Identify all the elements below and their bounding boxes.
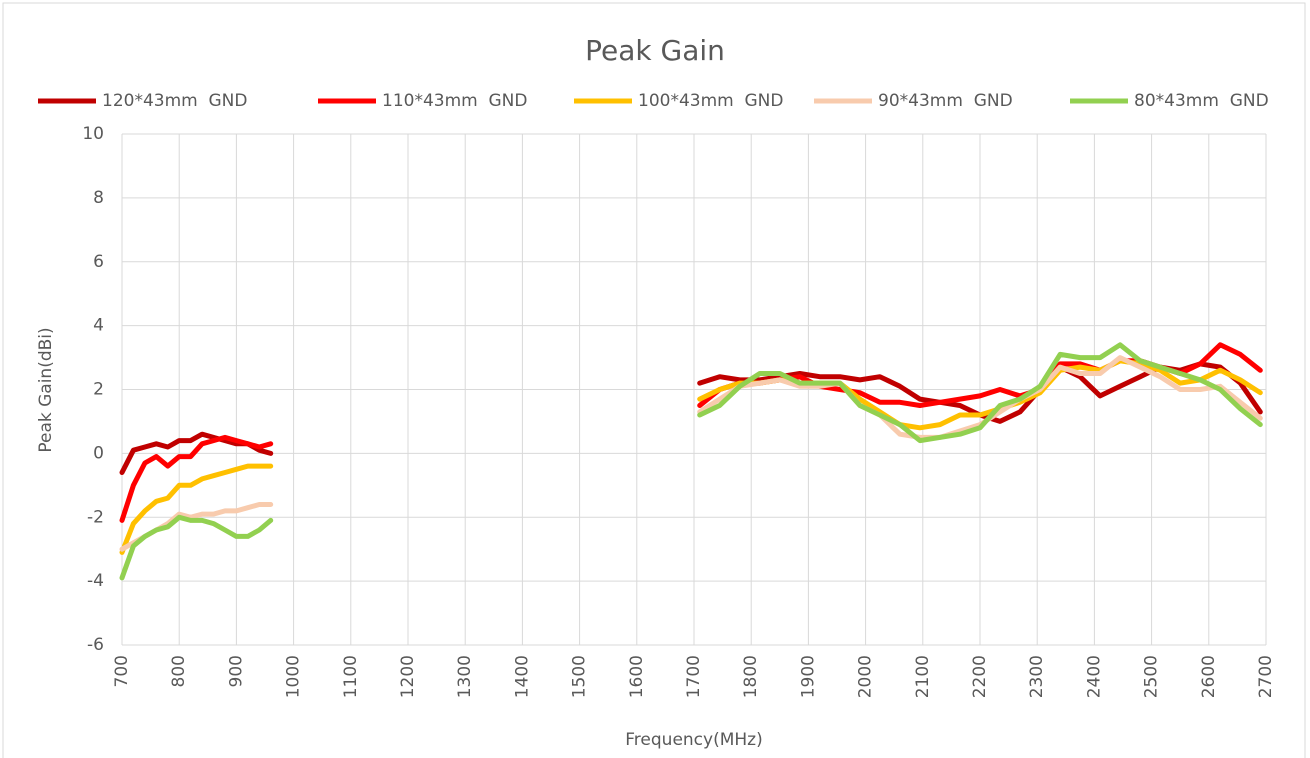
- legend-label: 110*43mm GND: [382, 91, 528, 111]
- x-tick-label: 1400: [512, 655, 532, 698]
- legend-label: 120*43mm GND: [102, 91, 248, 111]
- y-tick-label: -2: [87, 507, 104, 527]
- y-tick-label: -6: [87, 635, 104, 655]
- x-tick-label: 1800: [741, 655, 761, 698]
- x-tick-label: 1600: [627, 655, 647, 698]
- y-tick-label: -4: [87, 571, 104, 591]
- series-line: [119, 342, 1263, 581]
- x-tick-label: 1100: [341, 655, 361, 698]
- x-tick-label: 1900: [798, 655, 818, 698]
- x-tick-label: 2200: [970, 655, 990, 698]
- x-tick-label: 1000: [284, 655, 304, 698]
- x-tick-label: 2700: [1256, 655, 1276, 698]
- y-tick-label: 0: [93, 443, 104, 463]
- legend-label: 90*43mm GND: [878, 91, 1013, 111]
- y-tick-label: 6: [93, 252, 104, 272]
- x-tick-label: 1700: [684, 655, 704, 698]
- chart-title: Peak Gain: [585, 34, 725, 67]
- y-tick-label: 8: [93, 188, 104, 208]
- x-tick-label: 2400: [1084, 655, 1104, 698]
- y-tick-label: 10: [82, 124, 104, 144]
- x-tick-label: 2300: [1027, 655, 1047, 698]
- y-tick-label: 4: [93, 316, 104, 336]
- legend-label: 80*43mm GND: [1134, 91, 1269, 111]
- x-tick-label: 2100: [913, 655, 933, 698]
- y-tick-label: 2: [93, 380, 104, 400]
- x-tick-label: 1500: [570, 655, 590, 698]
- x-tick-label: 2000: [856, 655, 876, 698]
- y-axis-label: Peak Gain(dBi): [36, 327, 56, 452]
- x-tick-label: 900: [226, 655, 246, 687]
- x-tick-label: 2500: [1142, 655, 1162, 698]
- x-tick-label: 2600: [1199, 655, 1219, 698]
- x-tick-label: 1200: [398, 655, 418, 698]
- x-axis-label: Frequency(MHz): [625, 730, 762, 750]
- x-tick-label: 700: [112, 655, 132, 687]
- x-tick-label: 1300: [455, 655, 475, 698]
- legend-label: 100*43mm GND: [638, 91, 784, 111]
- x-tick-label: 800: [169, 655, 189, 687]
